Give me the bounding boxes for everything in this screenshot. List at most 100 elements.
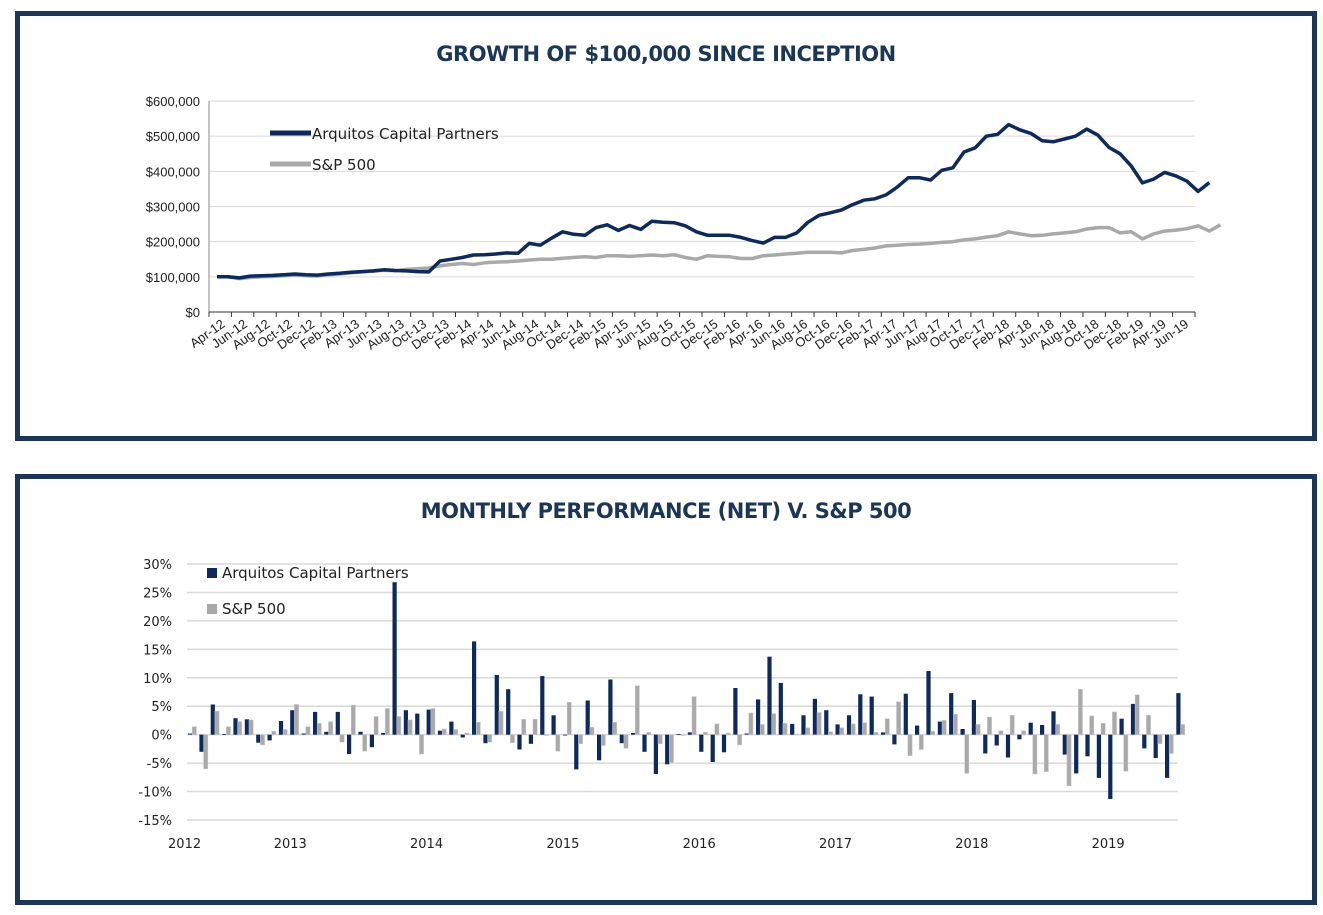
fund-bar <box>1108 734 1113 799</box>
legend-label-sp500: S&P 500 <box>312 156 376 174</box>
fund-bar <box>256 734 261 743</box>
sp500-bar <box>237 721 243 735</box>
sp500-bar <box>646 732 652 735</box>
x-year-label: 2012 <box>168 837 201 852</box>
fund-growth-line <box>217 122 1211 280</box>
fund-bar <box>540 676 545 735</box>
sp500-bar <box>1123 734 1129 772</box>
fund-bar <box>971 700 976 735</box>
fund-bar <box>631 733 636 735</box>
fund-bar <box>449 721 454 735</box>
sp500-bar <box>328 721 333 735</box>
fund-bar <box>1005 734 1011 758</box>
sp500-bar <box>1078 688 1083 735</box>
y-tick-label: -15% <box>138 814 172 829</box>
y-tick-label: 5% <box>151 700 172 715</box>
fund-bar <box>301 733 306 735</box>
sp500-bar <box>1043 734 1049 772</box>
sp500-bar <box>1009 715 1015 735</box>
fund-bar <box>1142 734 1147 749</box>
fund-bar <box>608 679 613 735</box>
fund-bar <box>437 730 443 735</box>
sp500-bar <box>714 723 720 735</box>
fund-bar <box>460 734 465 738</box>
sp500-bar <box>464 732 470 735</box>
sp500-bar <box>419 734 424 755</box>
fund-bar <box>1165 734 1170 778</box>
fund-bar <box>222 734 227 735</box>
sp500-bar <box>532 719 538 735</box>
fund-bar <box>562 734 568 736</box>
sp500-bar <box>691 696 697 735</box>
sp500-bar <box>271 731 277 735</box>
sp500-bar <box>1055 724 1061 735</box>
fund-bar <box>551 715 556 735</box>
monthly-performance-title: MONTHLY PERFORMANCE (NET) V. S&P 500 <box>420 499 912 523</box>
fund-bar <box>710 734 715 762</box>
sp500-bar <box>248 719 254 735</box>
sp500-bar <box>385 708 390 735</box>
fund-bar <box>1062 734 1067 755</box>
fund-bar <box>699 734 704 752</box>
fund-bar <box>835 724 840 735</box>
sp500-bar <box>316 723 322 735</box>
fund-bar <box>653 734 658 774</box>
sp500-bar <box>941 720 947 735</box>
x-year-label: 2016 <box>683 837 716 852</box>
fund-bar <box>744 733 749 735</box>
sp500-bar <box>1134 694 1140 735</box>
fund-bar <box>415 713 420 735</box>
sp500-bar <box>680 734 686 736</box>
fund-bar <box>994 734 999 746</box>
sp500-bar <box>441 728 447 735</box>
sp500-bar <box>896 701 901 735</box>
y-tick-label: 25% <box>143 586 172 601</box>
sp500-bar <box>794 733 799 736</box>
fund-bar <box>801 715 806 735</box>
fund-bar <box>1085 734 1090 757</box>
growth-chart: $0 $100,000 $200,000 $300,000 $400,000 $500,0… <box>146 94 1222 353</box>
growth-chart-panel: GROWTH OF $100,000 SINCE INCEPTION $0 $10… <box>15 11 1317 441</box>
y-tick-label: 0% <box>151 729 172 744</box>
fund-bar <box>574 734 579 770</box>
fund-bar <box>290 710 295 735</box>
legend-swatch-sp500 <box>207 604 217 614</box>
sp500-bar <box>282 729 288 735</box>
legend-swatch-fund <box>207 568 217 578</box>
fund-bar <box>1130 703 1136 735</box>
fund-bar <box>915 725 920 735</box>
sp500-bar <box>975 724 981 735</box>
fund-bar <box>960 729 965 735</box>
fund-bar <box>199 734 204 752</box>
x-year-label: 2019 <box>1092 837 1125 852</box>
sp500-bar <box>805 727 811 735</box>
fund-bar <box>767 656 772 735</box>
x-year-label: 2013 <box>274 837 307 852</box>
monthly-performance-chart: -15% -10% -5% 0% 5% 10% 15% 20% 25% 30% 2012 2013 20… <box>138 558 1185 852</box>
sp500-bar <box>612 721 617 735</box>
sp500-bar <box>634 685 640 735</box>
fund-bar <box>324 731 329 735</box>
sp500-bar <box>1157 734 1163 745</box>
y-tick-label: $400,000 <box>146 164 200 179</box>
sp500-bar <box>487 734 493 743</box>
fund-bar <box>778 682 783 735</box>
legend-label-fund: Arquitos Capital Partners <box>222 564 409 582</box>
sp500-bar <box>816 712 822 735</box>
y-tick-label: 30% <box>143 558 172 573</box>
fund-bar <box>483 734 488 744</box>
fund-bar <box>676 734 681 735</box>
fund-bar <box>278 721 284 735</box>
sp500-bar <box>737 734 742 746</box>
y-tick-label: $600,000 <box>146 94 200 109</box>
fund-bar <box>983 734 988 754</box>
y-tick-label: $0 <box>186 305 200 320</box>
sp500-bar <box>521 719 527 735</box>
sp500-bar <box>350 704 356 735</box>
fund-bar <box>881 732 886 735</box>
fund-bar <box>665 734 670 765</box>
sp500-bar <box>475 721 481 735</box>
fund-bar <box>381 733 386 735</box>
sp500-bar <box>214 711 220 735</box>
sp500-bar <box>203 734 209 770</box>
